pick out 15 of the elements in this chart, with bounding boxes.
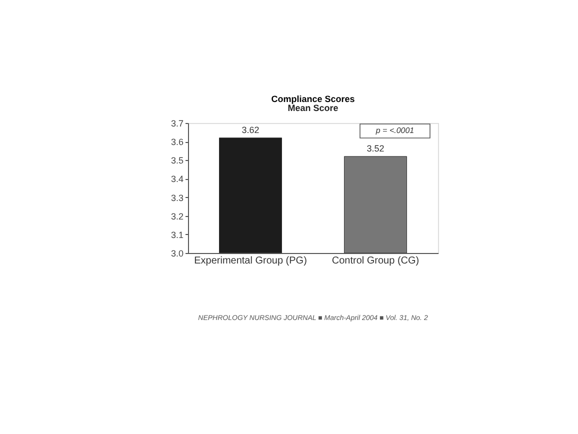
- y-tick-label: 3.6: [170, 137, 184, 148]
- chart-subtitle: Mean Score: [288, 103, 338, 113]
- annotation: p = <.0001: [374, 126, 414, 135]
- y-tick-label: 3.2: [170, 211, 184, 222]
- y-tick-label: 3.1: [170, 230, 184, 240]
- data-label: 3.52: [366, 143, 384, 154]
- chart-title: Compliance Scores: [271, 94, 355, 104]
- data-label: 3.62: [242, 124, 260, 135]
- x-tick-label: Control Group (CG): [332, 256, 420, 266]
- x-tick-label: Experimental Group (PG): [194, 256, 307, 266]
- y-tick-label: 3.5: [170, 156, 184, 166]
- y-tick-label: 3.0: [170, 248, 184, 258]
- y-tick-label: 3.3: [170, 192, 184, 203]
- y-tick-label: 3.4: [170, 174, 184, 184]
- y-tick-label: 3.7: [170, 118, 184, 128]
